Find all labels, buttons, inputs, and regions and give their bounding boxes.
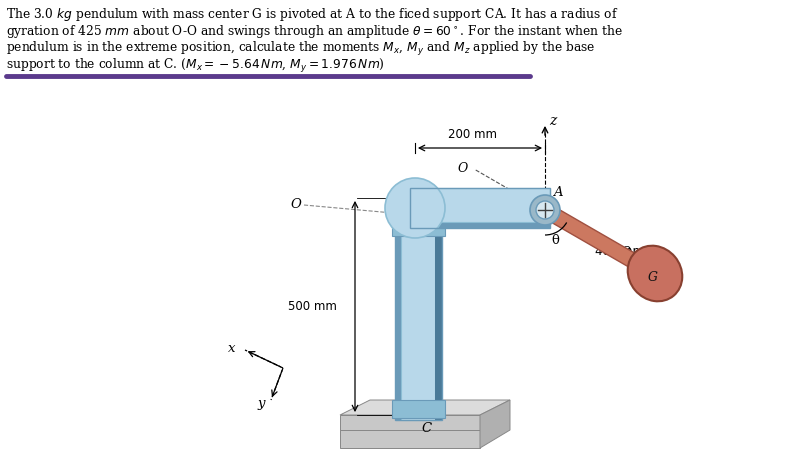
Text: 400 mm: 400 mm — [595, 245, 644, 258]
Polygon shape — [340, 430, 480, 448]
Text: support to the column at C. ($M_x = -5.64\,Nm$, $M_y = 1.976\,Nm$): support to the column at C. ($M_x = -5.6… — [6, 57, 385, 75]
Text: θ: θ — [551, 233, 559, 247]
Circle shape — [536, 201, 554, 219]
Polygon shape — [395, 193, 439, 230]
Text: O: O — [620, 246, 630, 259]
Text: O: O — [290, 198, 301, 211]
Text: gyration of 425 $mm$ about O-O and swings through an amplitude $\theta = 60^\cir: gyration of 425 $mm$ about O-O and swing… — [6, 23, 623, 40]
Polygon shape — [392, 220, 445, 236]
Polygon shape — [435, 228, 442, 420]
Text: C: C — [421, 422, 431, 435]
Text: pendulum is in the extreme position, calculate the moments $M_x$, $M_y$ and $M_z: pendulum is in the extreme position, cal… — [6, 40, 595, 58]
Text: A: A — [553, 185, 562, 198]
Polygon shape — [480, 400, 510, 448]
Ellipse shape — [628, 246, 682, 301]
Polygon shape — [340, 415, 480, 430]
Text: x: x — [227, 342, 235, 355]
Polygon shape — [392, 400, 445, 418]
Polygon shape — [395, 228, 401, 420]
Text: y: y — [258, 397, 265, 410]
Polygon shape — [340, 400, 510, 415]
Polygon shape — [410, 222, 550, 228]
Polygon shape — [401, 228, 435, 420]
Text: G: G — [648, 271, 658, 284]
Text: The 3.0 $kg$ pendulum with mass center G is pivoted at A to the ficed support CA: The 3.0 $kg$ pendulum with mass center G… — [6, 6, 618, 23]
Text: 200 mm: 200 mm — [447, 128, 497, 141]
Text: O: O — [458, 162, 468, 175]
Polygon shape — [410, 188, 550, 222]
Text: 500 mm: 500 mm — [288, 300, 337, 313]
Circle shape — [530, 195, 560, 225]
Circle shape — [385, 178, 445, 238]
Polygon shape — [542, 203, 640, 269]
Text: z: z — [549, 114, 556, 128]
